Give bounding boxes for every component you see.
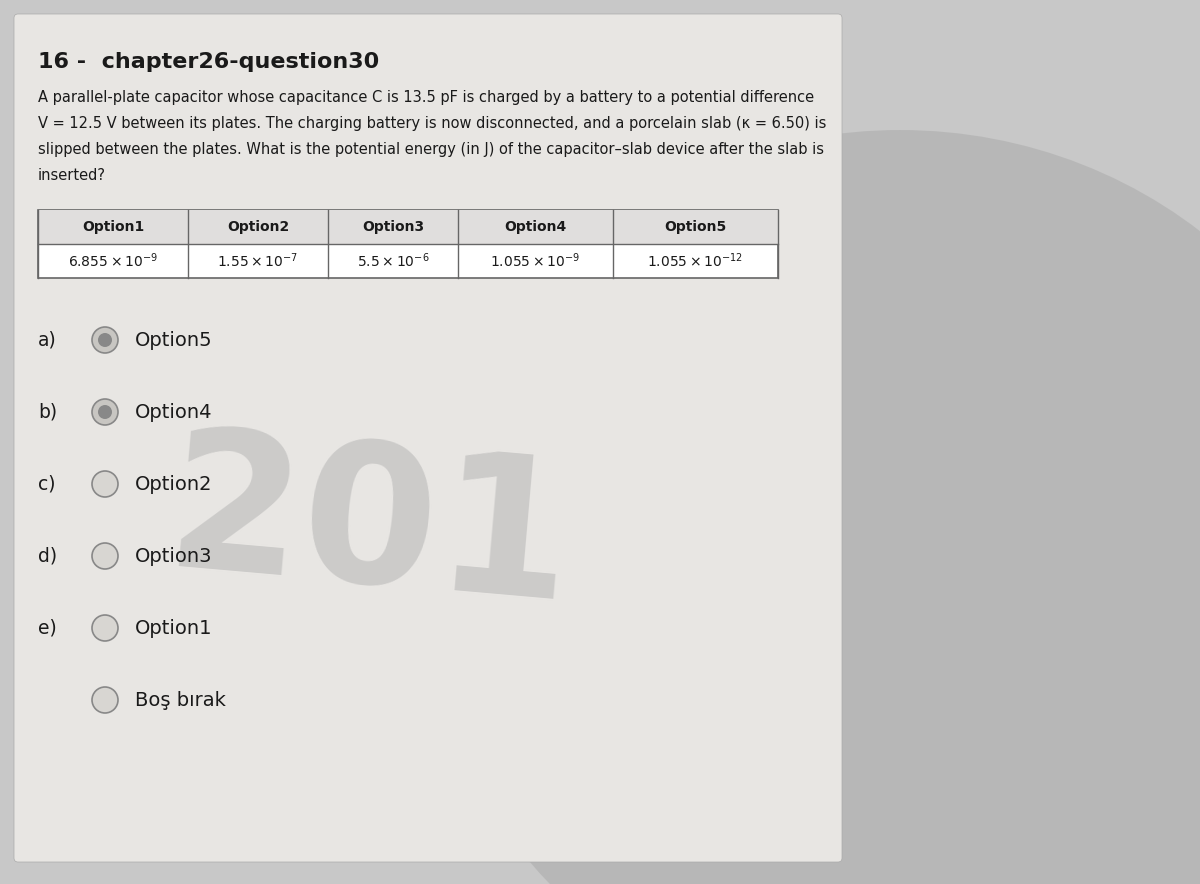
Text: Option5: Option5 bbox=[665, 220, 727, 234]
Circle shape bbox=[92, 615, 118, 641]
Text: Option1: Option1 bbox=[82, 220, 144, 234]
Text: b): b) bbox=[38, 402, 58, 422]
Text: d): d) bbox=[38, 546, 58, 566]
Text: $5.5 \times 10^{-6}$: $5.5 \times 10^{-6}$ bbox=[356, 252, 430, 271]
Text: Option2: Option2 bbox=[134, 475, 212, 493]
Text: Option3: Option3 bbox=[362, 220, 424, 234]
Circle shape bbox=[92, 471, 118, 497]
FancyBboxPatch shape bbox=[14, 14, 842, 862]
Text: e): e) bbox=[38, 619, 56, 637]
Text: Option3: Option3 bbox=[134, 546, 212, 566]
Ellipse shape bbox=[425, 130, 1200, 884]
Text: $6.855 \times 10^{-9}$: $6.855 \times 10^{-9}$ bbox=[68, 252, 158, 271]
Text: c): c) bbox=[38, 475, 55, 493]
Circle shape bbox=[92, 543, 118, 569]
Text: inserted?: inserted? bbox=[38, 168, 106, 183]
Circle shape bbox=[98, 405, 112, 419]
Text: a): a) bbox=[38, 331, 56, 349]
Circle shape bbox=[92, 399, 118, 425]
Text: $1.55 \times 10^{-7}$: $1.55 \times 10^{-7}$ bbox=[217, 252, 299, 271]
Text: Option5: Option5 bbox=[134, 331, 212, 349]
Text: 201: 201 bbox=[160, 419, 581, 641]
Text: 16 -  chapter26-question30: 16 - chapter26-question30 bbox=[38, 52, 379, 72]
Circle shape bbox=[92, 327, 118, 353]
Circle shape bbox=[98, 333, 112, 347]
Bar bbox=[38, 210, 778, 244]
Text: V = 12.5 V between its plates. The charging battery is now disconnected, and a p: V = 12.5 V between its plates. The charg… bbox=[38, 116, 827, 131]
Text: slipped between the plates. What is the potential energy (in J) of the capacitor: slipped between the plates. What is the … bbox=[38, 142, 824, 157]
Text: Boş bırak: Boş bırak bbox=[134, 690, 226, 710]
Text: Option2: Option2 bbox=[227, 220, 289, 234]
Text: $1.055 \times 10^{-12}$: $1.055 \times 10^{-12}$ bbox=[648, 252, 744, 271]
Bar bbox=[38, 210, 778, 278]
Text: Option4: Option4 bbox=[134, 402, 212, 422]
Text: Option4: Option4 bbox=[504, 220, 566, 234]
Text: A parallel-plate capacitor whose capacitance C is 13.5 pF is charged by a batter: A parallel-plate capacitor whose capacit… bbox=[38, 90, 814, 105]
Text: Option1: Option1 bbox=[134, 619, 212, 637]
Text: $1.055 \times 10^{-9}$: $1.055 \times 10^{-9}$ bbox=[491, 252, 581, 271]
Circle shape bbox=[92, 687, 118, 713]
